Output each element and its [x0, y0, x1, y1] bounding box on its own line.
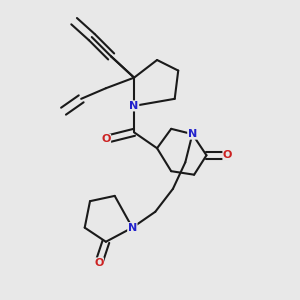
Text: O: O — [94, 258, 104, 268]
Text: N: N — [128, 223, 137, 232]
Text: O: O — [223, 150, 232, 160]
Text: N: N — [188, 129, 197, 139]
Text: O: O — [101, 134, 111, 144]
Text: N: N — [130, 101, 139, 111]
